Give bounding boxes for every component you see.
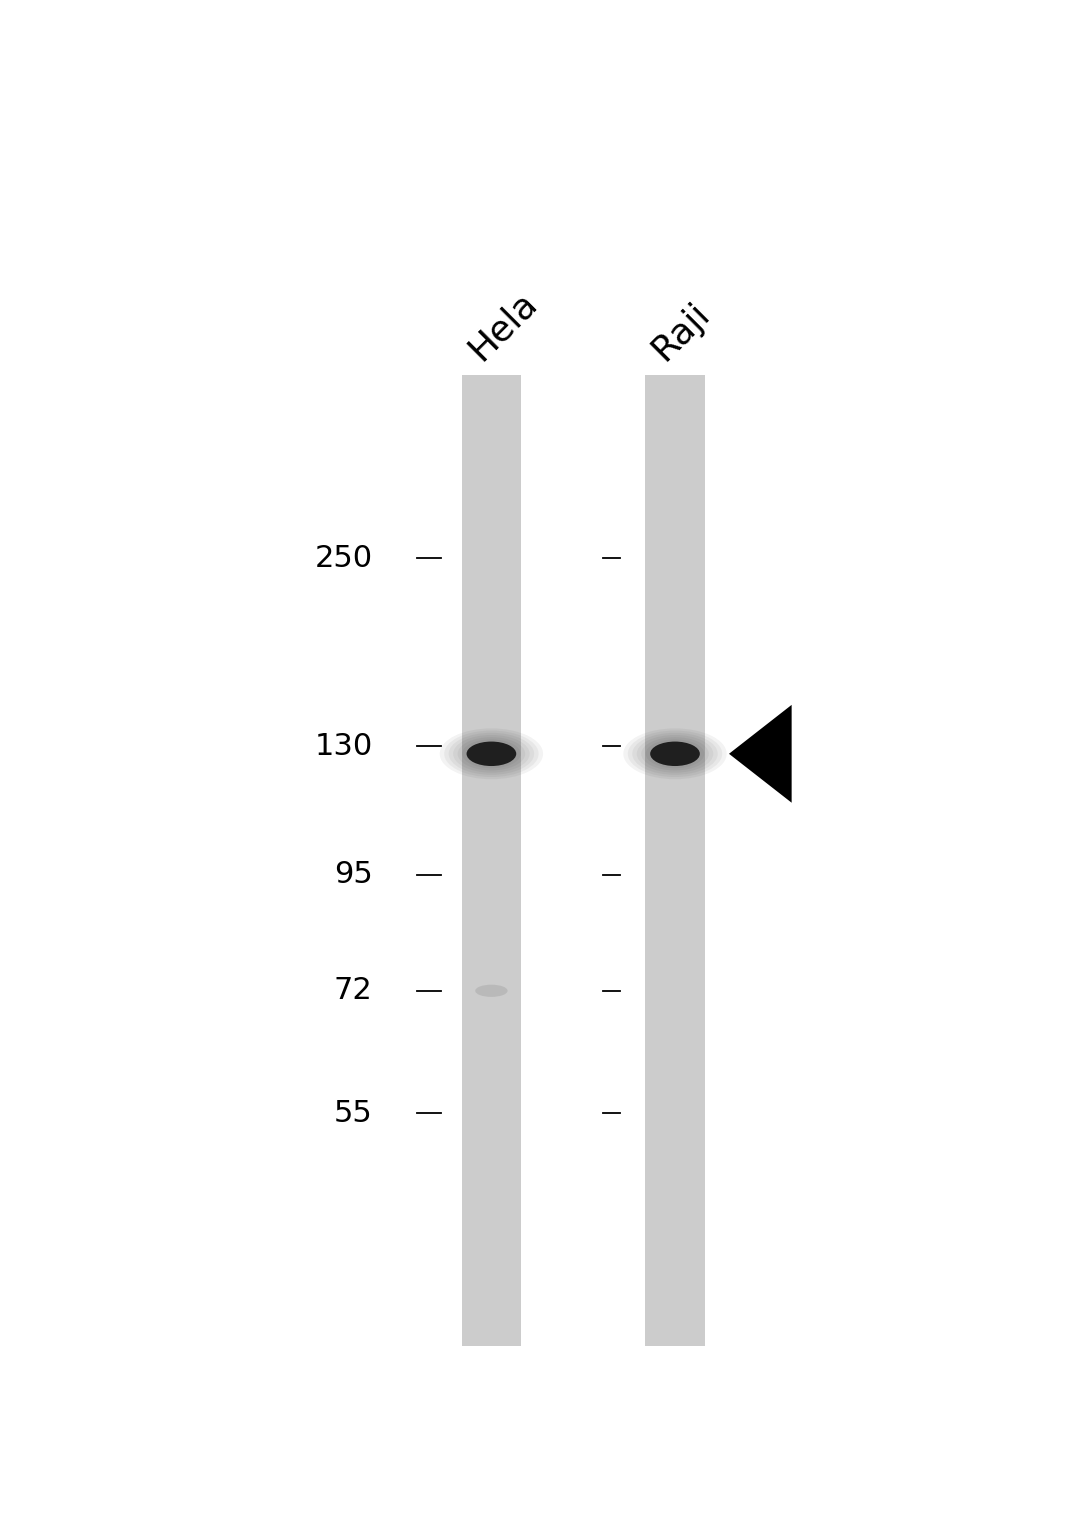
Text: 95: 95 [334,861,373,888]
Text: 72: 72 [334,977,373,1005]
Ellipse shape [627,731,723,777]
Text: Raji: Raji [646,297,716,367]
Bar [462,375,522,1346]
Ellipse shape [650,742,700,766]
Ellipse shape [444,731,539,777]
Ellipse shape [623,728,727,780]
Ellipse shape [448,732,535,775]
Ellipse shape [440,728,543,780]
Ellipse shape [467,742,516,766]
Text: Hela: Hela [462,286,543,367]
Text: 130: 130 [314,732,373,760]
Text: 250: 250 [314,544,373,572]
Ellipse shape [642,737,708,771]
Ellipse shape [475,985,508,997]
Ellipse shape [646,740,704,768]
Text: 55: 55 [334,1099,373,1127]
Bar [646,375,705,1346]
Ellipse shape [462,740,521,768]
Polygon shape [729,705,792,803]
Ellipse shape [454,735,529,772]
Ellipse shape [458,737,525,771]
Ellipse shape [637,735,713,772]
Ellipse shape [632,732,718,775]
